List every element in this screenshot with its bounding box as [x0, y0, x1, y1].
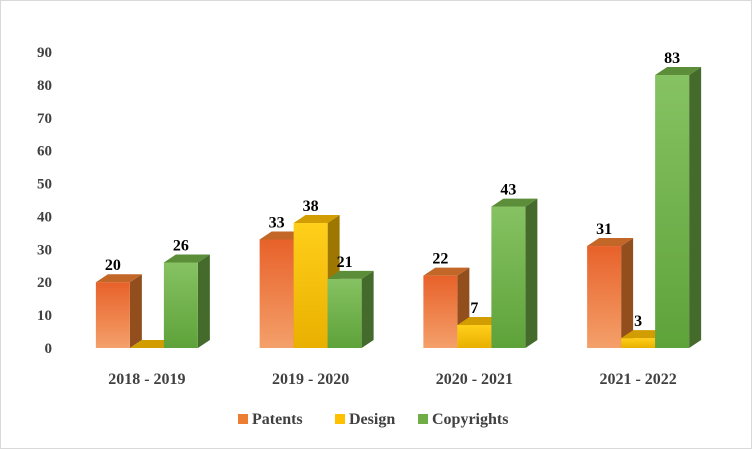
data-labels: 20 26 33 38 21 22 7 43 31 3 83	[105, 50, 680, 330]
data-label: 26	[173, 237, 189, 254]
legend-label: Patents	[252, 411, 303, 428]
data-label: 7	[470, 300, 478, 317]
y-tick-label: 40	[37, 209, 52, 225]
bar-copyrights	[327, 270, 374, 348]
x-tick-label: 2021 - 2022	[599, 371, 676, 388]
data-label: 3	[634, 313, 642, 330]
data-label: 20	[105, 257, 121, 274]
x-tick-label: 2018 - 2019	[108, 371, 185, 388]
data-label: 43	[500, 182, 516, 199]
data-label: 33	[269, 214, 285, 231]
y-tick-label: 60	[37, 144, 52, 160]
legend: Patents Design Copyrights	[238, 411, 508, 428]
y-tick-label: 10	[37, 308, 52, 324]
legend-label: Design	[349, 411, 395, 428]
y-tick-label: 20	[37, 275, 52, 291]
y-tick-label: 30	[37, 242, 52, 258]
data-label: 83	[664, 50, 680, 67]
data-label: 38	[303, 198, 319, 215]
data-label: 22	[432, 251, 448, 268]
legend-swatch	[418, 414, 428, 424]
bar-copyrights	[491, 198, 538, 348]
bars	[95, 67, 702, 349]
legend-label: Copyrights	[432, 411, 508, 428]
bar-patents	[587, 238, 634, 348]
x-tick-label: 2020 - 2021	[436, 371, 513, 388]
x-axis: 2018 - 2019 2019 - 2020 2020 - 2021 2021 - …	[108, 371, 677, 388]
y-tick-label: 80	[37, 78, 52, 94]
y-axis: 0 10 20 30 40 50 60 70 80 90	[37, 45, 52, 357]
x-tick-label: 2019 - 2020	[272, 371, 349, 388]
bar-patents	[95, 274, 142, 348]
data-label: 21	[337, 254, 353, 271]
y-tick-label: 90	[37, 45, 52, 61]
legend-item-design: Design	[335, 411, 395, 428]
y-tick-label: 70	[37, 111, 52, 127]
legend-swatch	[238, 414, 248, 424]
legend-item-patents: Patents	[238, 411, 303, 428]
bar-design	[293, 215, 340, 348]
bar-copyrights	[163, 254, 210, 348]
legend-item-copyrights: Copyrights	[418, 411, 508, 428]
y-tick-label: 0	[45, 341, 53, 357]
legend-swatch	[335, 414, 345, 424]
bar-copyrights	[655, 67, 702, 349]
y-tick-label: 50	[37, 177, 52, 193]
data-label: 31	[596, 221, 612, 238]
